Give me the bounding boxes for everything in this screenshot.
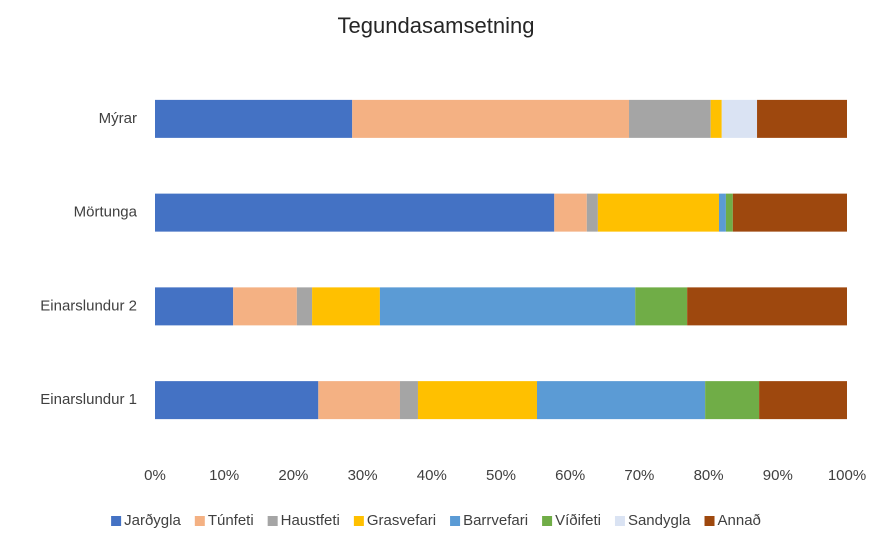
bar-segment: [155, 193, 555, 232]
x-tick-label: 80%: [694, 467, 724, 484]
bar-segment: [710, 99, 722, 138]
bar-segment: [687, 287, 847, 326]
legend-label: Annað: [718, 512, 761, 529]
bar-segment: [705, 381, 760, 420]
legend-label: Barrvefari: [463, 512, 528, 529]
bar-segment: [759, 381, 847, 420]
y-tick-label: Mýrar: [99, 110, 137, 127]
y-tick-label: Einarslundur 2: [40, 297, 137, 314]
bar-segment: [757, 99, 847, 138]
bar-segment: [718, 193, 726, 232]
bar-segment: [379, 287, 636, 326]
bar-segment: [296, 287, 313, 326]
bar-segment: [417, 381, 537, 420]
y-tick-label: Mörtunga: [74, 204, 138, 221]
bar-segment: [586, 193, 598, 232]
legend-swatch: [704, 516, 715, 526]
legend-swatch: [542, 516, 553, 526]
x-tick-label: 50%: [486, 467, 516, 484]
bar-segment: [233, 287, 297, 326]
bar-segment: [536, 381, 706, 420]
legend-label: Sandygla: [628, 512, 691, 529]
x-tick-label: 100%: [828, 467, 866, 484]
x-tick-label: 10%: [209, 467, 239, 484]
legend-label: Grasvefari: [367, 512, 436, 529]
legend-swatch: [111, 516, 122, 526]
bar-segment: [597, 193, 719, 232]
legend-label: Túnfeti: [208, 512, 254, 529]
x-tick-label: 70%: [624, 467, 654, 484]
x-tick-label: 60%: [555, 467, 585, 484]
legend-label: Víðifeti: [555, 512, 601, 529]
chart-title: Tegundasamsetning: [338, 13, 535, 38]
bar-segment: [352, 99, 630, 138]
bar-segment: [554, 193, 587, 232]
legend-swatch: [267, 516, 278, 526]
bar-segment: [635, 287, 688, 326]
bar-segment: [155, 287, 234, 326]
x-tick-label: 30%: [348, 467, 378, 484]
legend-swatch: [614, 516, 625, 526]
x-tick-label: 20%: [278, 467, 308, 484]
bar-segment: [629, 99, 711, 138]
x-tick-label: 90%: [763, 467, 793, 484]
bar-segment: [721, 99, 758, 138]
bar-segment: [725, 193, 733, 232]
legend-label: Haustfeti: [281, 512, 340, 529]
legend-swatch: [450, 516, 461, 526]
bar-segment: [155, 99, 353, 138]
bar-segment: [732, 193, 847, 232]
legend-swatch: [353, 516, 364, 526]
x-tick-label: 40%: [417, 467, 447, 484]
x-tick-label: 0%: [144, 467, 166, 484]
bar-segment: [399, 381, 418, 420]
y-tick-label: Einarslundur 1: [40, 391, 137, 408]
bar-segment: [312, 287, 380, 326]
legend-swatch: [194, 516, 205, 526]
bar-segment: [318, 381, 400, 420]
bar-segment: [155, 381, 319, 420]
legend-label: Jarðygla: [124, 512, 181, 529]
